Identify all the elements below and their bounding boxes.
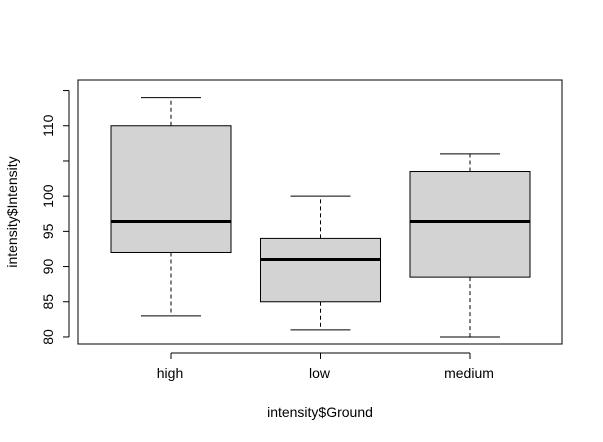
y-tick-label-80: 80 [40,329,56,345]
x-axis-label: intensity$Ground [267,404,373,420]
plot-frame [77,79,563,345]
box-group-medium [409,153,531,338]
boxes-layer [110,97,531,338]
box-low [260,237,381,303]
x-axis: high low medium [157,352,494,381]
y-axis-label: intensity$Intensity [4,156,20,267]
box-medium [409,171,531,278]
y-axis: 80 85 90 95 100 110 [40,90,70,345]
box-group-low [260,195,381,331]
y-tick-label-100: 100 [40,184,56,208]
x-tick-label-medium: medium [444,365,494,381]
y-tick-label-95: 95 [40,223,56,239]
y-tick-label-85: 85 [40,294,56,310]
y-tick-label-110: 110 [40,114,56,137]
box-high [110,125,232,253]
box-group-high [110,97,232,317]
x-tick-label-low: low [309,365,331,381]
x-tick-label-high: high [157,365,183,381]
y-tick-label-90: 90 [40,259,56,275]
